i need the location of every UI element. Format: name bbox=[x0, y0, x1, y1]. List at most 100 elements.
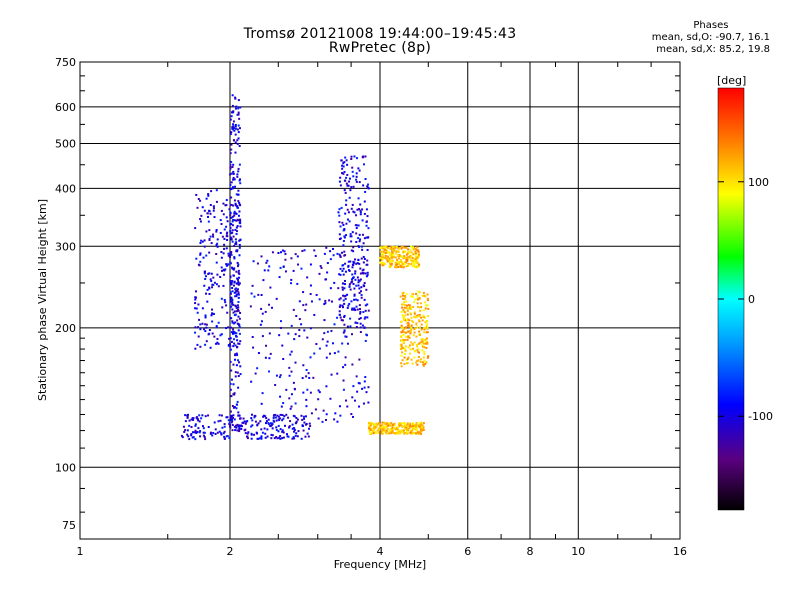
data-point bbox=[229, 388, 232, 391]
data-point bbox=[359, 331, 362, 334]
data-point bbox=[238, 163, 241, 166]
data-point bbox=[352, 175, 355, 178]
data-point bbox=[302, 429, 305, 432]
data-point bbox=[296, 435, 299, 438]
data-point bbox=[358, 240, 361, 243]
data-point bbox=[237, 124, 240, 127]
data-point bbox=[340, 319, 343, 322]
data-point bbox=[355, 180, 358, 183]
data-point bbox=[414, 316, 417, 319]
data-point bbox=[229, 337, 232, 340]
data-point bbox=[394, 246, 397, 249]
data-point bbox=[225, 247, 228, 250]
data-point bbox=[336, 252, 339, 255]
data-point bbox=[351, 273, 354, 276]
data-point bbox=[307, 435, 310, 438]
data-point bbox=[423, 331, 426, 334]
data-point bbox=[426, 326, 429, 329]
data-point bbox=[413, 356, 416, 359]
data-point bbox=[260, 435, 263, 438]
data-point bbox=[233, 425, 236, 428]
data-point bbox=[282, 436, 285, 439]
data-point bbox=[275, 428, 278, 431]
data-point bbox=[422, 422, 425, 425]
data-point bbox=[404, 428, 407, 431]
data-point bbox=[405, 359, 408, 362]
data-point bbox=[409, 311, 412, 314]
data-point bbox=[394, 252, 397, 255]
data-point bbox=[418, 297, 421, 300]
data-point bbox=[386, 427, 389, 430]
data-point bbox=[236, 277, 239, 280]
data-point bbox=[237, 137, 240, 140]
data-point bbox=[417, 424, 420, 427]
data-point bbox=[243, 429, 246, 432]
data-point bbox=[194, 331, 197, 334]
data-point bbox=[406, 335, 409, 338]
data-point bbox=[357, 224, 360, 227]
data-point bbox=[261, 335, 264, 338]
data-point bbox=[293, 387, 296, 390]
data-point bbox=[379, 250, 382, 253]
data-point bbox=[199, 252, 202, 255]
data-point bbox=[354, 258, 357, 261]
data-point bbox=[201, 206, 204, 209]
data-point bbox=[212, 205, 215, 208]
data-point bbox=[201, 307, 204, 310]
data-point bbox=[408, 255, 411, 258]
data-point bbox=[389, 432, 392, 435]
data-point bbox=[382, 247, 385, 250]
data-point bbox=[391, 251, 394, 254]
data-point bbox=[288, 397, 291, 400]
data-point bbox=[237, 292, 240, 295]
data-point bbox=[237, 99, 240, 102]
data-point bbox=[426, 342, 429, 345]
data-point bbox=[199, 430, 202, 433]
data-point bbox=[387, 259, 390, 262]
data-point bbox=[402, 347, 405, 350]
data-point bbox=[384, 262, 387, 265]
data-point bbox=[417, 249, 420, 252]
data-point bbox=[234, 202, 237, 205]
data-point bbox=[291, 423, 294, 426]
data-point bbox=[425, 320, 428, 323]
data-point bbox=[244, 432, 247, 435]
data-point bbox=[270, 306, 273, 309]
data-point bbox=[367, 427, 370, 430]
data-point bbox=[237, 291, 240, 294]
data-point bbox=[317, 417, 320, 420]
y-tick-label: 400 bbox=[55, 182, 76, 195]
data-point bbox=[355, 224, 358, 227]
data-point bbox=[239, 417, 242, 420]
data-point bbox=[418, 263, 421, 266]
data-point bbox=[342, 229, 345, 232]
data-point bbox=[407, 346, 410, 349]
data-point bbox=[344, 335, 347, 338]
data-point bbox=[358, 291, 361, 294]
data-point bbox=[404, 304, 407, 307]
data-point bbox=[230, 196, 233, 199]
data-point bbox=[422, 427, 425, 430]
data-point bbox=[265, 422, 268, 425]
data-point bbox=[381, 432, 384, 435]
data-point bbox=[415, 323, 418, 326]
data-point bbox=[357, 279, 360, 282]
data-point bbox=[410, 306, 413, 309]
data-point bbox=[203, 284, 206, 287]
data-point bbox=[279, 428, 282, 431]
data-point bbox=[407, 304, 410, 307]
data-point bbox=[223, 243, 226, 246]
data-point bbox=[363, 212, 366, 215]
data-point bbox=[354, 278, 357, 281]
data-point bbox=[271, 434, 274, 437]
data-point bbox=[342, 331, 345, 334]
data-point bbox=[347, 211, 350, 214]
data-point bbox=[357, 237, 360, 240]
data-point bbox=[317, 398, 320, 401]
data-point bbox=[411, 343, 414, 346]
data-point bbox=[264, 415, 267, 418]
data-point bbox=[413, 331, 416, 334]
data-point bbox=[235, 226, 238, 229]
data-point bbox=[400, 335, 403, 338]
data-point bbox=[408, 325, 411, 328]
